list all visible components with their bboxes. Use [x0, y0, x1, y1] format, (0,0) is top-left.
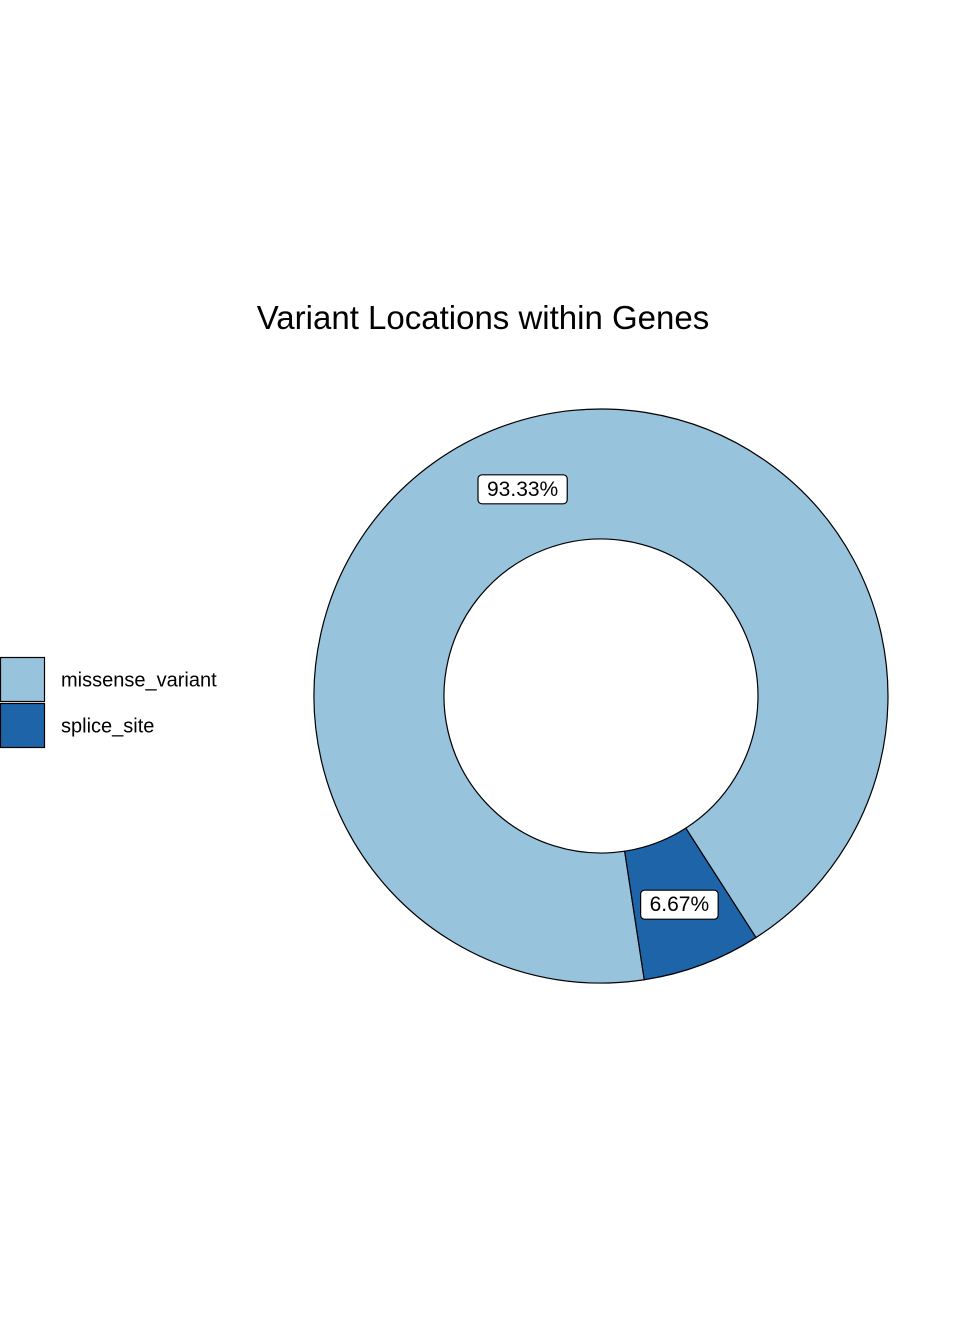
data-label-text-missense-variant: 93.33%: [487, 478, 558, 501]
legend-label-splice-site: splice_site: [61, 716, 154, 738]
legend-swatch-splice-site: [0, 702, 46, 749]
chart-title: Variant Locations within Genes: [257, 299, 709, 336]
data-labels-layer: 93.33% 6.67%: [477, 474, 719, 920]
data-label-box-missense-variant: [477, 474, 568, 505]
legend-item-splice-site: splice_site: [0, 702, 154, 749]
legend-label-missense-variant: missense_variant: [61, 670, 217, 692]
data-label-box-splice-site: [640, 889, 719, 920]
data-label-text-splice-site: 6.67%: [650, 893, 710, 916]
legend-swatch-missense-variant: [0, 656, 46, 703]
slice-missense-variant: [313, 408, 889, 984]
legend: missense_variant splice_site: [0, 656, 217, 749]
data-label-missense-variant: 93.33%: [477, 474, 568, 505]
data-label-splice-site: 6.67%: [640, 889, 719, 920]
legend-item-missense-variant: missense_variant: [0, 656, 217, 703]
slices-layer: [313, 408, 889, 984]
